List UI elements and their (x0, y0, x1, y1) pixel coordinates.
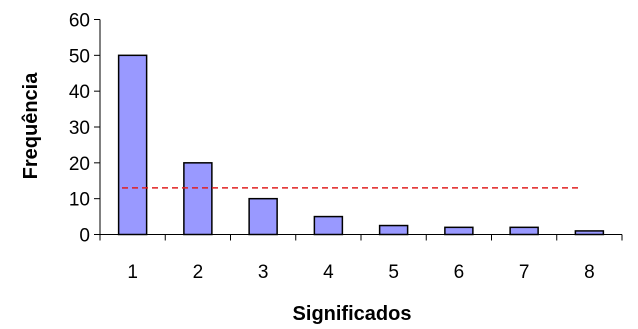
bar (248, 197, 278, 236)
bar (444, 226, 474, 236)
y-tick-label: 50 (69, 46, 90, 67)
x-tick-label: 1 (127, 262, 138, 283)
bar (183, 162, 213, 236)
bar (117, 54, 148, 236)
x-tick-label: 3 (258, 262, 269, 283)
bar (313, 215, 344, 236)
y-tick-label: 30 (69, 118, 90, 139)
x-axis-ticks: 1 2 3 4 5 6 7 8 (99, 234, 623, 283)
y-axis-title: Frequência (20, 72, 42, 180)
bar (378, 224, 409, 236)
y-tick-label: 10 (69, 190, 90, 211)
bars (117, 54, 605, 236)
x-axis-title: Significados (293, 303, 412, 325)
x-tick-label: 2 (193, 262, 204, 283)
y-tick-label: 20 (69, 154, 90, 175)
bar (509, 226, 539, 236)
y-tick-label: 0 (79, 226, 90, 247)
x-tick-label: 7 (519, 262, 530, 283)
x-tick-label: 8 (584, 262, 595, 283)
y-tick-label: 60 (69, 11, 90, 32)
bar (574, 230, 605, 236)
x-tick-label: 5 (388, 262, 399, 283)
x-tick-label: 4 (323, 262, 334, 283)
y-tick-label: 40 (69, 82, 90, 103)
x-tick-label: 6 (454, 262, 465, 283)
y-axis-ticks: 0 10 20 30 40 50 60 (69, 11, 100, 247)
